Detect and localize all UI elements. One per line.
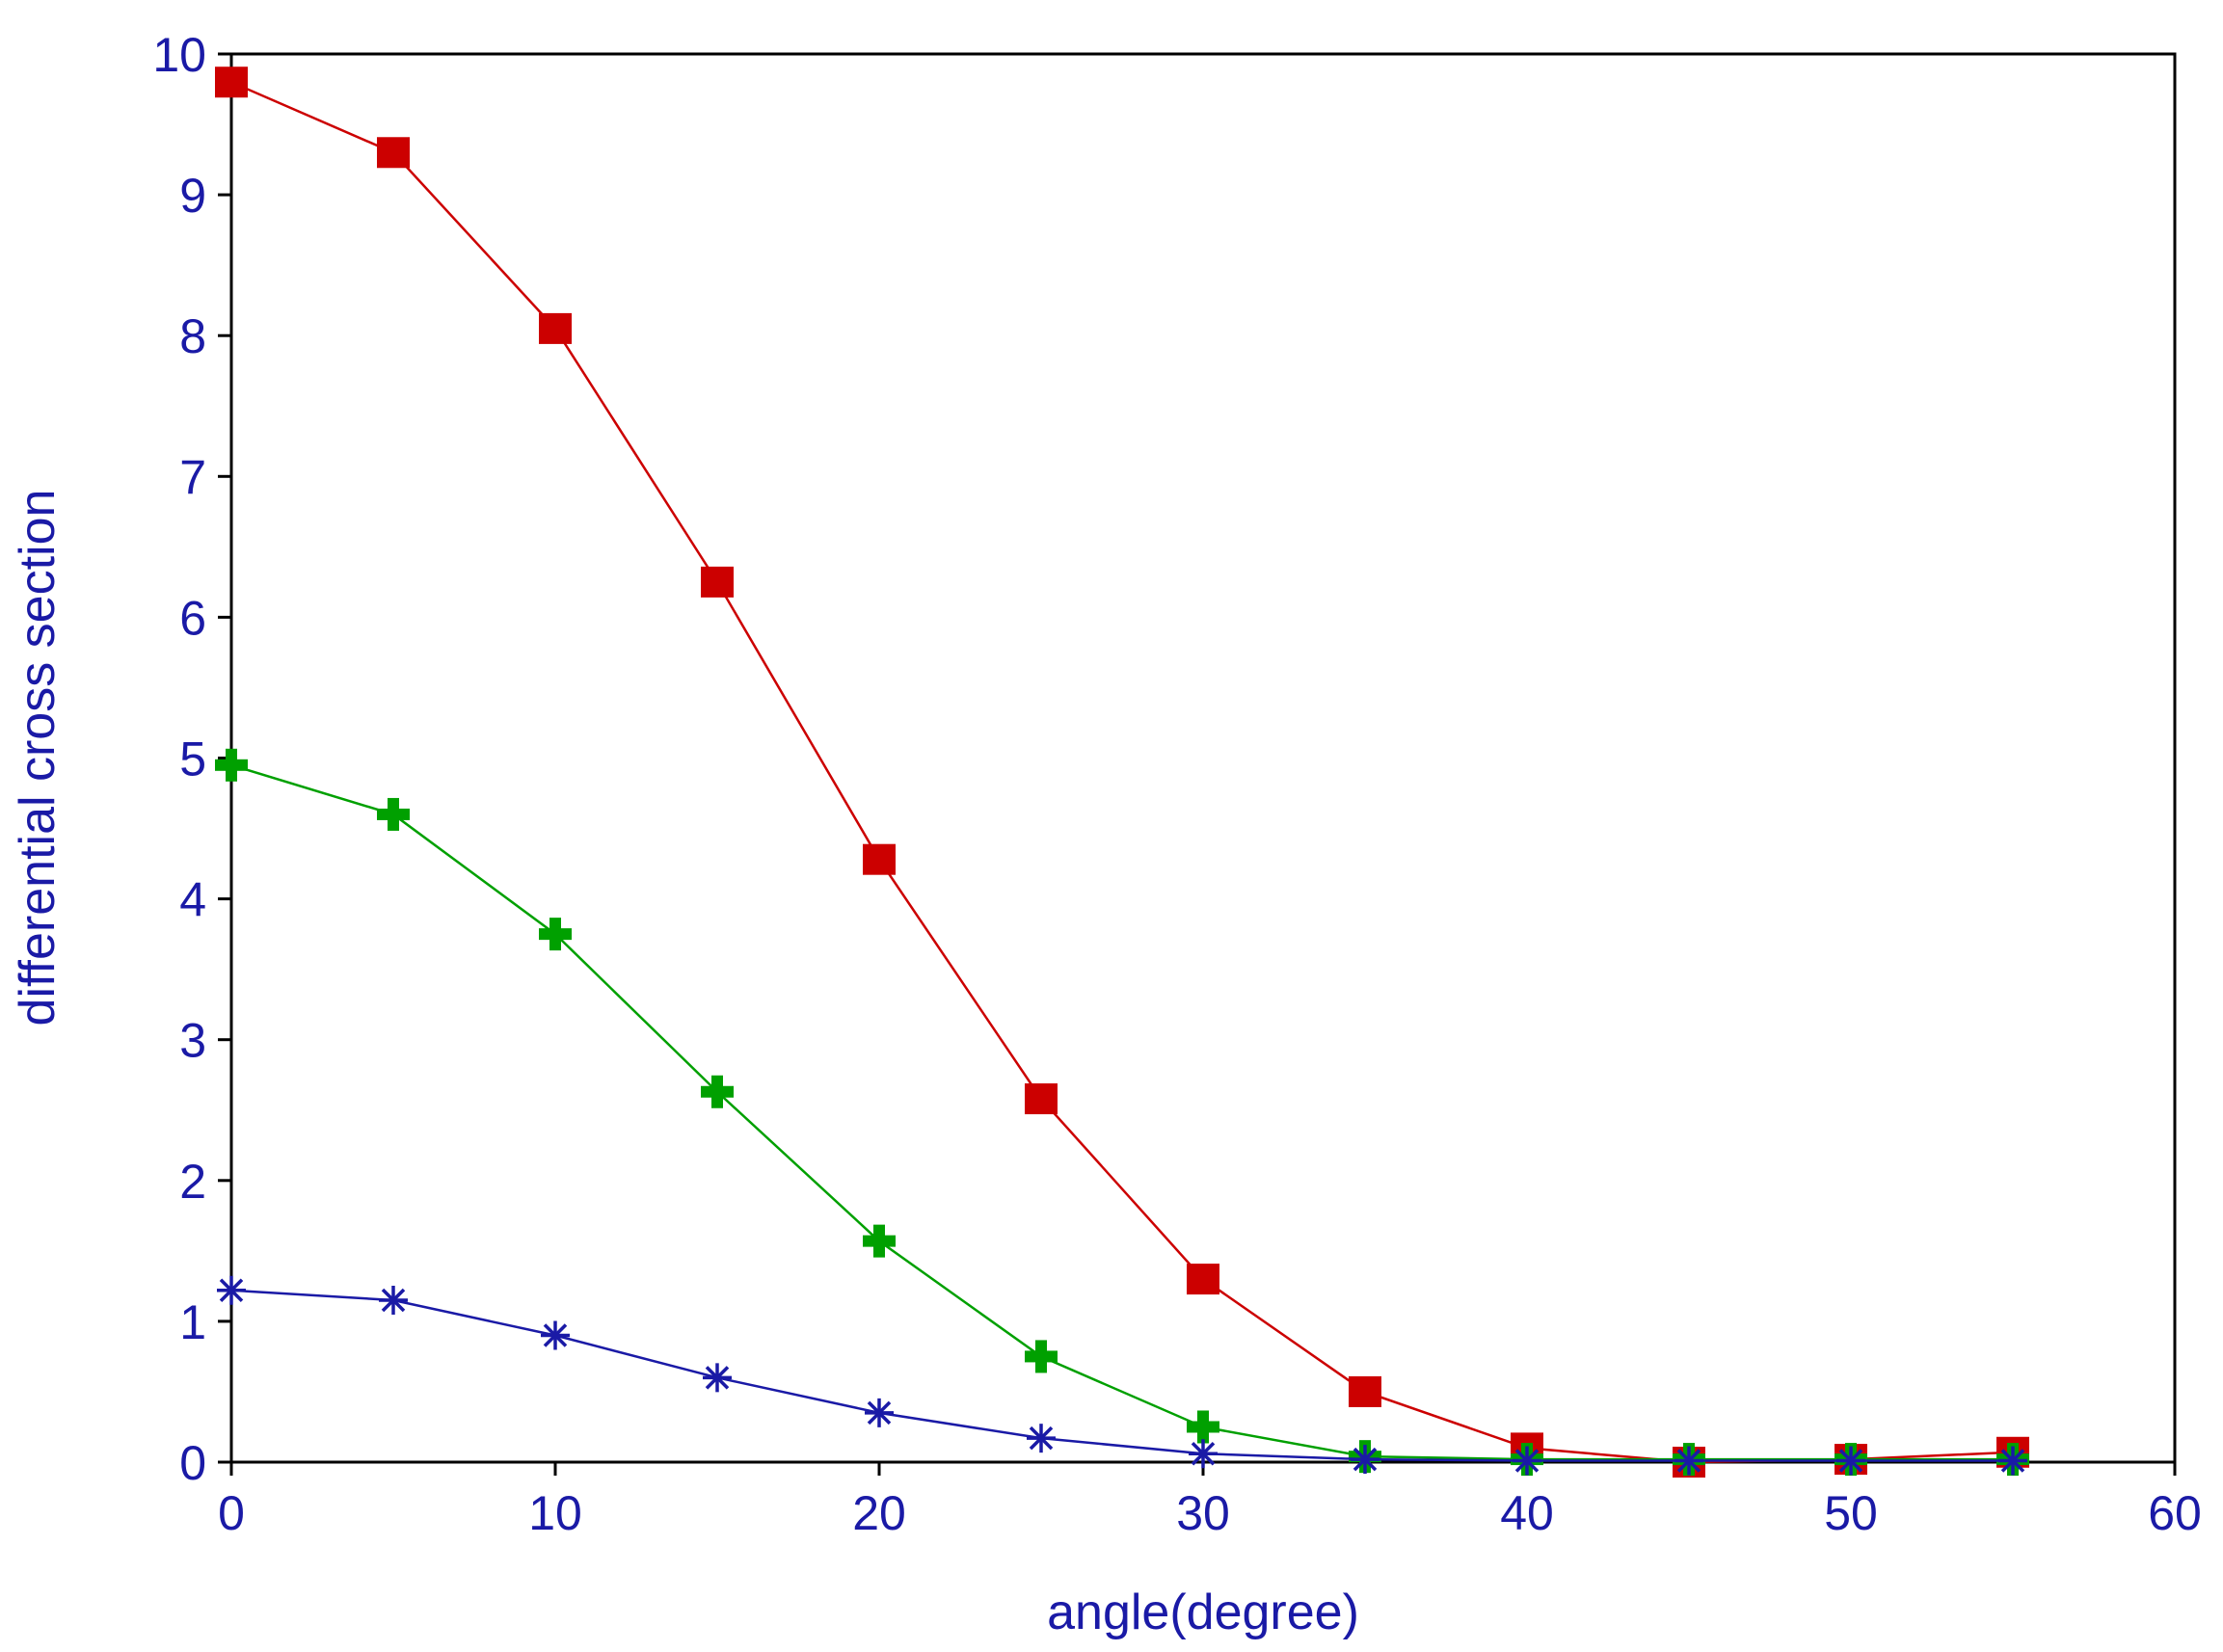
data-point (1674, 1446, 1703, 1476)
series-line-blue-stars (230, 1289, 2013, 1462)
x-tick-label: 0 (218, 1486, 245, 1540)
series-group (215, 67, 2029, 1478)
axis-ticks: 0 10 20 30 40 50 60 0 1 2 3 4 5 6 7 8 9 10 (152, 28, 2201, 1540)
plus-marker-v (1035, 1340, 1047, 1373)
y-tick-label: 9 (179, 169, 206, 223)
data-point (1187, 1410, 1219, 1444)
series-line-red-squares (230, 81, 2014, 1464)
y-tick-label: 2 (179, 1155, 206, 1209)
asterisk-stroke (1676, 1449, 1701, 1473)
data-point (1189, 1439, 1218, 1469)
data-point (865, 1398, 894, 1427)
plus-marker-v (226, 748, 237, 782)
data-point (863, 1224, 896, 1258)
asterisk-stroke (705, 1366, 730, 1390)
data-point (1187, 1264, 1219, 1295)
y-tick-label: 7 (179, 450, 206, 504)
plot-area (229, 52, 2177, 1464)
y-tick-label: 1 (179, 1295, 206, 1349)
plus-marker-v (388, 797, 399, 831)
data-point (703, 1363, 732, 1393)
y-tick-label: 6 (179, 591, 206, 645)
plus-marker-v (711, 1075, 723, 1108)
plus-marker-v (1197, 1410, 1209, 1444)
y-tick-label: 3 (179, 1014, 206, 1068)
data-point (701, 1075, 734, 1108)
data-point (1351, 1445, 1379, 1475)
y-tick-label: 4 (179, 873, 206, 927)
asterisk-stroke (2000, 1449, 2025, 1473)
data-point (1998, 1446, 2027, 1476)
x-axis-title: angle(degree) (1047, 1585, 1359, 1640)
asterisk-stroke (381, 1288, 406, 1313)
asterisk-stroke (219, 1278, 244, 1302)
asterisk-stroke (867, 1400, 892, 1426)
data-point (379, 1285, 408, 1315)
data-point (541, 1320, 570, 1350)
y-tick-label: 10 (152, 28, 206, 82)
data-point (539, 918, 572, 951)
data-point (377, 797, 410, 831)
data-point (215, 748, 248, 782)
data-point (215, 67, 248, 98)
asterisk-stroke (543, 1323, 568, 1347)
data-point (701, 566, 734, 598)
data-point (863, 843, 896, 875)
data-point (1349, 1375, 1381, 1407)
data-point (377, 137, 410, 169)
asterisk-stroke (1838, 1449, 1863, 1473)
x-tick-label: 10 (528, 1486, 582, 1540)
y-tick-label: 5 (179, 733, 206, 786)
plus-marker-v (549, 918, 561, 951)
asterisk-stroke (1353, 1447, 1378, 1472)
y-tick-label: 0 (179, 1436, 206, 1490)
plus-marker-v (873, 1224, 885, 1258)
x-tick-label: 60 (2148, 1486, 2202, 1540)
data-point (217, 1275, 246, 1305)
data-point (1836, 1446, 1865, 1476)
y-axis-title: differential cross section (10, 490, 66, 1026)
data-point (1513, 1446, 1541, 1476)
asterisk-stroke (1191, 1441, 1216, 1466)
data-point (1025, 1083, 1058, 1115)
x-tick-label: 40 (1500, 1486, 1554, 1540)
y-tick-label: 8 (179, 309, 206, 363)
asterisk-stroke (1514, 1449, 1540, 1473)
x-tick-label: 50 (1824, 1486, 1878, 1540)
asterisk-stroke (1029, 1426, 1054, 1451)
x-tick-label: 30 (1176, 1486, 1230, 1540)
series-line-green-crosses (230, 763, 2013, 1461)
data-point (539, 312, 572, 344)
data-point (1025, 1340, 1058, 1373)
data-point (1027, 1424, 1056, 1453)
x-tick-label: 20 (852, 1486, 906, 1540)
